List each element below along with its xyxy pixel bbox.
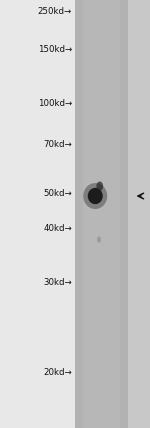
Text: 250kd→: 250kd→: [38, 7, 72, 17]
Ellipse shape: [88, 188, 103, 204]
Text: 30kd→: 30kd→: [43, 278, 72, 287]
Text: 40kd→: 40kd→: [43, 223, 72, 233]
Ellipse shape: [96, 181, 103, 191]
Text: www.ptglab.com: www.ptglab.com: [94, 181, 103, 247]
Text: 70kd→: 70kd→: [43, 140, 72, 149]
Ellipse shape: [97, 237, 101, 243]
Ellipse shape: [83, 183, 107, 209]
Bar: [83, 0, 120, 428]
Text: 150kd→: 150kd→: [38, 45, 72, 54]
Bar: [75, 0, 128, 428]
Text: 50kd→: 50kd→: [43, 189, 72, 198]
Text: 20kd→: 20kd→: [43, 368, 72, 377]
Bar: [0, 0, 75, 428]
Text: 100kd→: 100kd→: [38, 99, 72, 108]
